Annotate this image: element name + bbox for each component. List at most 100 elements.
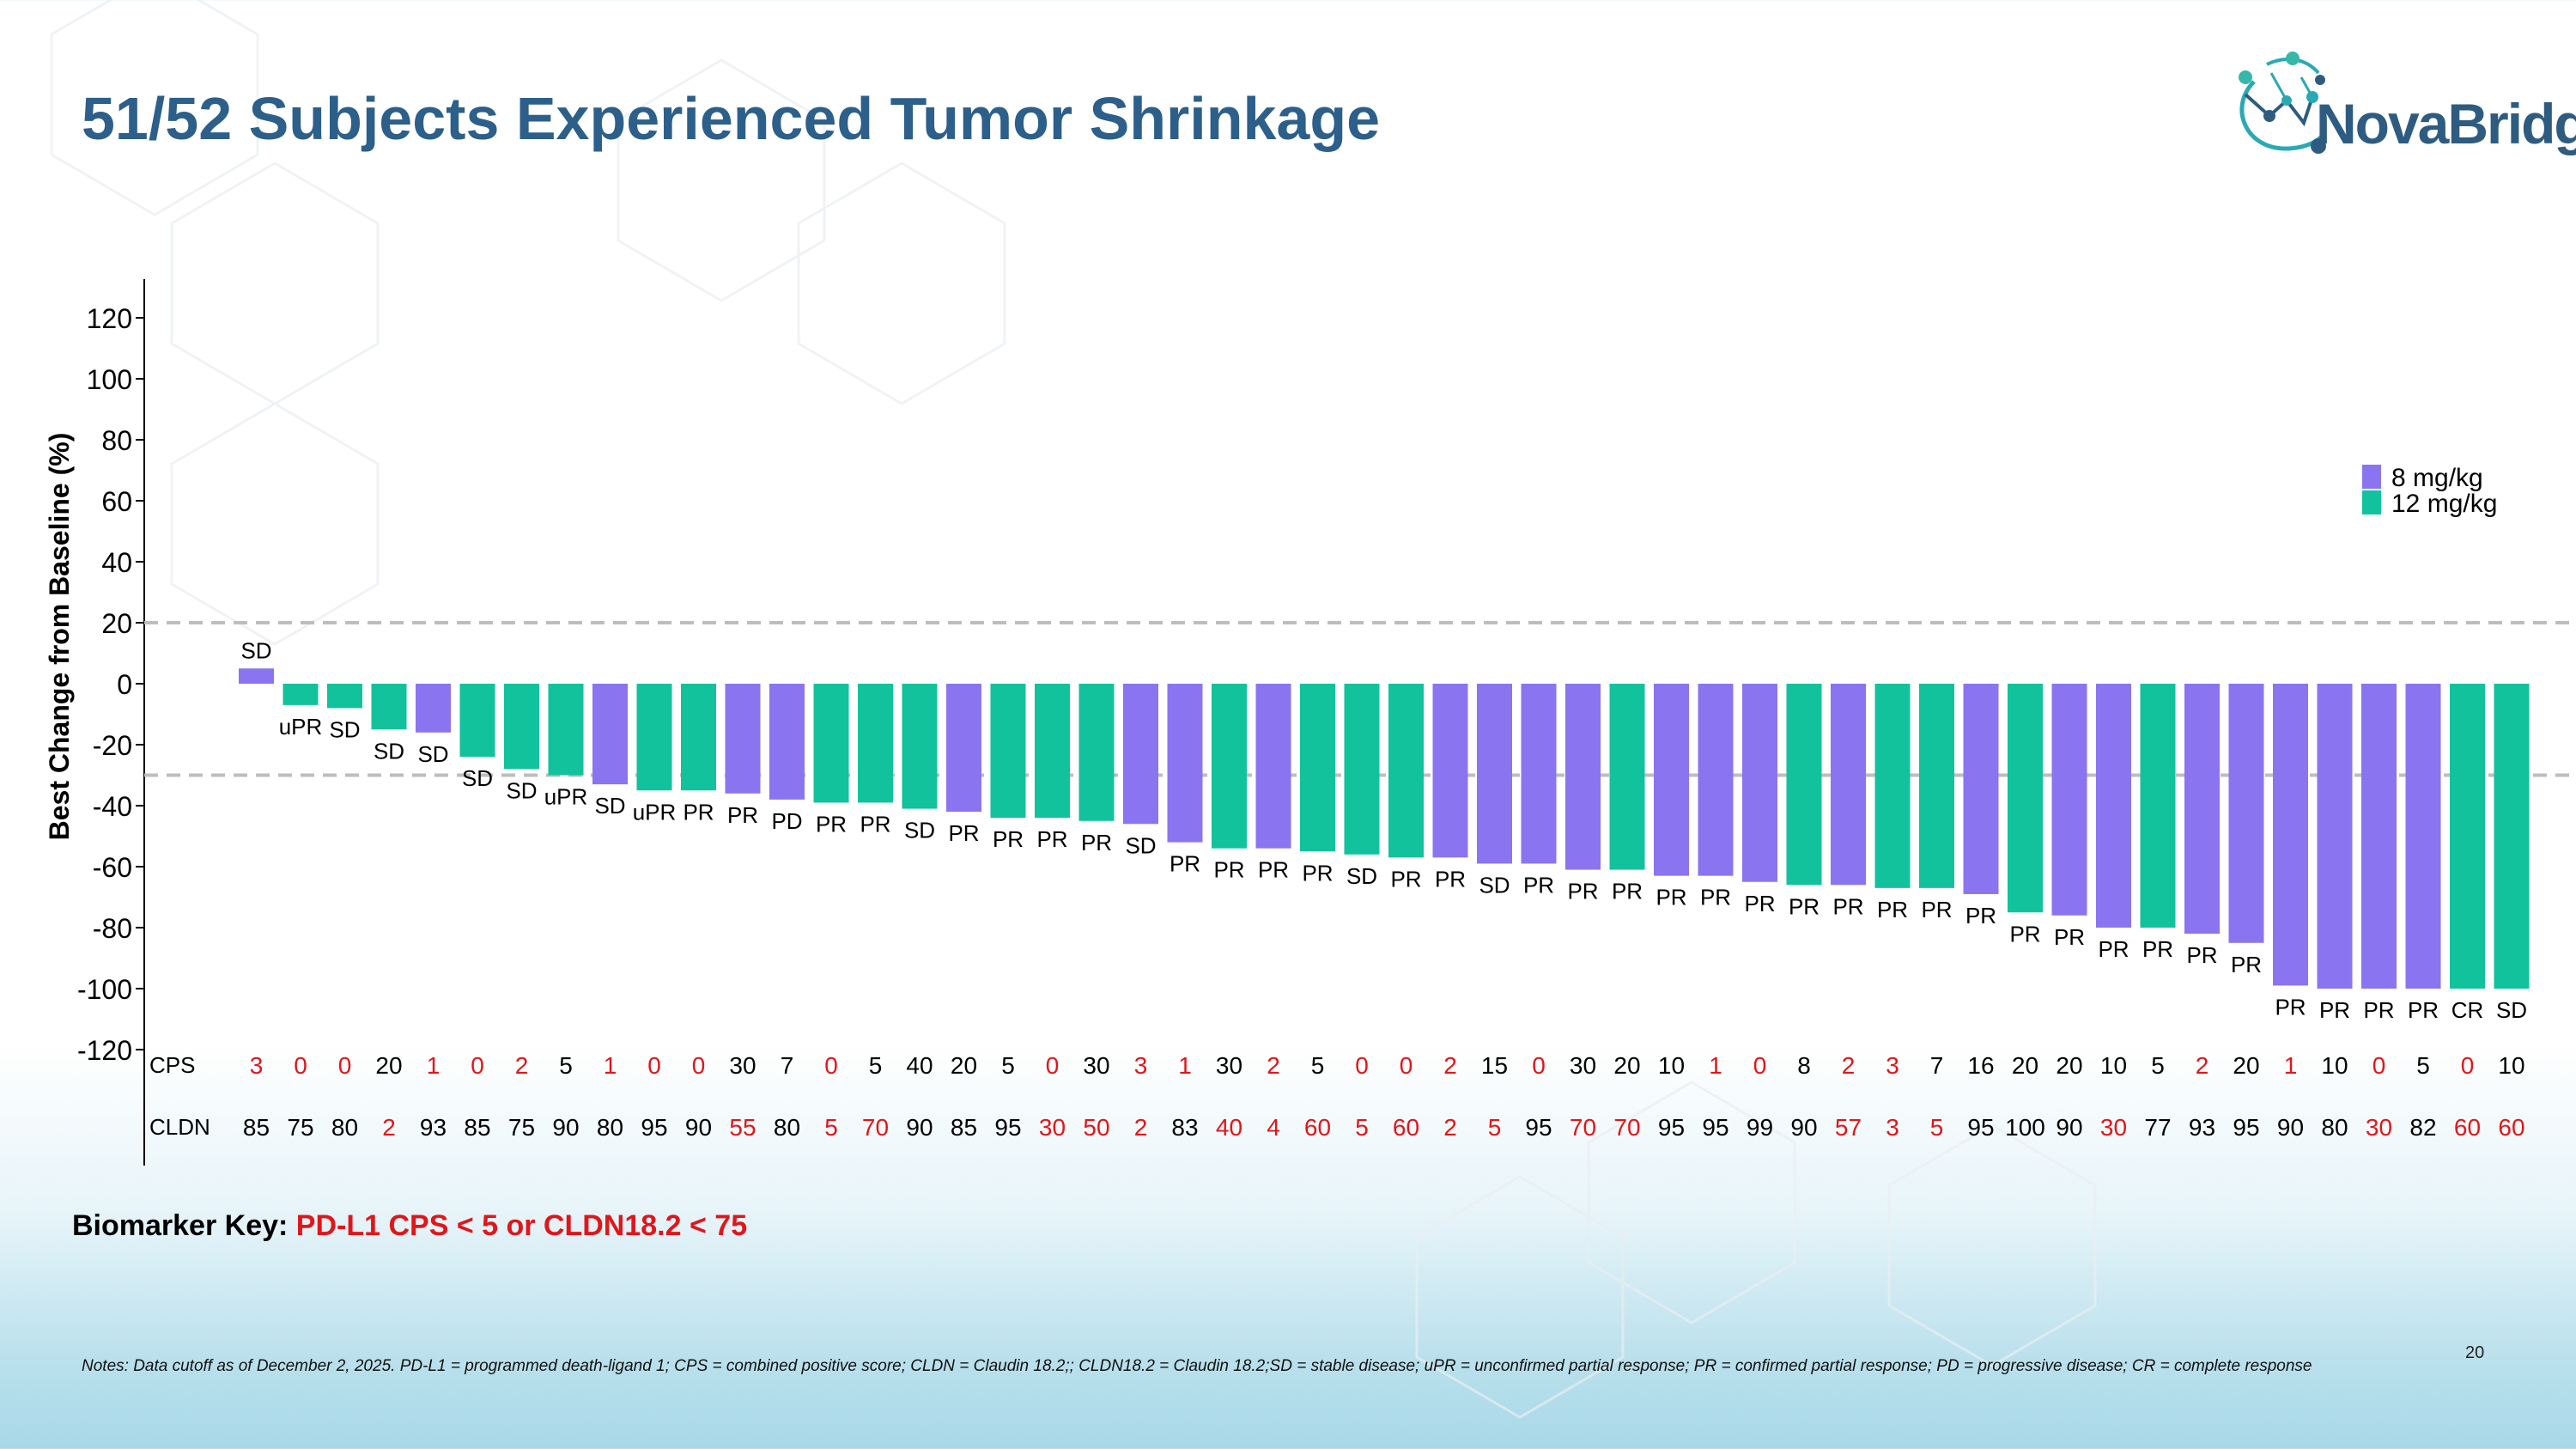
cps-value: 0 (1532, 1052, 1546, 1079)
response-label: PR (1789, 893, 1820, 919)
cldn-value: 60 (1393, 1114, 1419, 1141)
cldn-value: 2 (1134, 1114, 1148, 1141)
response-label: PR (1435, 866, 1466, 892)
cps-value: 0 (1355, 1052, 1369, 1079)
cps-value: 30 (729, 1052, 756, 1079)
legend-swatch (2362, 490, 2381, 514)
cldn-value: 30 (2100, 1114, 2127, 1141)
response-label: PR (727, 802, 758, 828)
response-label: PR (1170, 851, 1200, 877)
y-tick-label: -20 (93, 730, 132, 761)
y-tick-label: 120 (87, 303, 132, 334)
bar (1035, 684, 1070, 819)
response-label: PR (2054, 924, 2085, 950)
cldn-value: 85 (951, 1114, 977, 1141)
cps-value: 1 (1709, 1052, 1722, 1079)
page-title: 51/52 Subjects Experienced Tumor Shrinka… (82, 85, 1381, 152)
cldn-value: 95 (1967, 1114, 1994, 1141)
cps-value: 7 (781, 1052, 794, 1079)
cps-value: 1 (427, 1052, 440, 1079)
response-label: SD (594, 793, 625, 819)
response-label: PR (860, 811, 890, 837)
cldn-value: 70 (1570, 1114, 1596, 1141)
cps-value: 1 (604, 1052, 617, 1079)
bar (504, 684, 539, 770)
cldn-value: 95 (994, 1114, 1021, 1141)
cldn-value: 85 (464, 1114, 490, 1141)
response-label: PR (2186, 942, 2217, 968)
bar (1432, 684, 1468, 858)
bar (592, 684, 628, 785)
response-label: PR (1744, 891, 1775, 916)
bar (2450, 684, 2485, 989)
response-label: PR (1036, 826, 1067, 852)
cps-value: 1 (2284, 1052, 2298, 1079)
cps-value: 0 (1400, 1052, 1413, 1079)
y-tick-label: -40 (93, 791, 132, 822)
cps-value: 0 (471, 1052, 484, 1079)
bar (2361, 684, 2397, 989)
cldn-value: 40 (1216, 1114, 1242, 1141)
footnotes: Notes: Data cutoff as of December 2, 202… (82, 1357, 2312, 1375)
cldn-value: 60 (2454, 1114, 2481, 1141)
response-label: uPR (279, 714, 323, 740)
response-label: SD (2496, 997, 2527, 1023)
cps-value: 5 (1001, 1052, 1015, 1079)
bar (416, 684, 451, 733)
cps-value: 10 (2498, 1052, 2524, 1079)
bar (1212, 684, 1247, 849)
bar (1654, 684, 1689, 876)
cps-value: 20 (1613, 1052, 1640, 1079)
page-number: 20 (2465, 1343, 2485, 1362)
bar (2405, 684, 2441, 989)
cps-value: 5 (2151, 1052, 2165, 1079)
response-label: PR (1523, 872, 1554, 898)
cps-value: 30 (1083, 1052, 1109, 1079)
response-label: PR (1921, 897, 1952, 922)
bar (1609, 684, 1645, 870)
y-tick-label: 60 (101, 486, 132, 517)
cldn-value: 90 (1790, 1114, 1817, 1141)
biomarker-key: Biomarker Key: PD-L1 CPS < 5 or CLDN18.2… (72, 1209, 747, 1243)
cldn-value: 4 (1267, 1114, 1280, 1141)
cps-value: 10 (2100, 1052, 2127, 1079)
response-label: PR (993, 826, 1024, 852)
bar (2273, 684, 2308, 986)
cldn-value: 80 (2321, 1114, 2348, 1141)
bar (1078, 684, 1115, 821)
response-label: SD (240, 637, 271, 663)
y-tick-label: 40 (101, 547, 132, 578)
response-label: uPR (633, 799, 677, 825)
response-label: PR (1832, 893, 1863, 919)
bar (1874, 684, 1911, 888)
y-tick-label: -80 (93, 913, 132, 944)
cldn-value: 57 (1835, 1114, 1862, 1141)
response-label: PR (2098, 936, 2129, 962)
cldn-value: 95 (641, 1114, 667, 1141)
cldn-value: 3 (1886, 1114, 1899, 1141)
y-tick-label: 80 (101, 425, 132, 456)
response-label: PR (1567, 879, 1598, 904)
bar (371, 684, 407, 730)
y-tick-label: -100 (77, 974, 132, 1005)
bar (1300, 684, 1335, 852)
bar (1963, 684, 1999, 894)
cldn-value: 70 (862, 1114, 889, 1141)
logo-text: NovaBridge (2316, 92, 2576, 155)
cps-value: 40 (906, 1052, 933, 1079)
cldn-value: 90 (685, 1114, 712, 1141)
response-label: PR (2275, 994, 2306, 1020)
y-axis-title: Best Change from Baseline (%) (44, 433, 75, 841)
cldn-value: 95 (1702, 1114, 1728, 1141)
cps-value: 20 (2233, 1052, 2259, 1079)
cps-value: 20 (2012, 1052, 2038, 1079)
response-label: PR (816, 811, 847, 837)
bar (902, 684, 938, 809)
cps-value: 30 (1570, 1052, 1596, 1079)
response-label: PR (1965, 903, 1996, 928)
cps-value: 30 (1216, 1052, 1242, 1079)
cldn-value: 30 (1039, 1114, 1066, 1141)
cps-value: 5 (559, 1052, 573, 1079)
bar (1786, 684, 1822, 886)
response-label: SD (1346, 863, 1377, 889)
